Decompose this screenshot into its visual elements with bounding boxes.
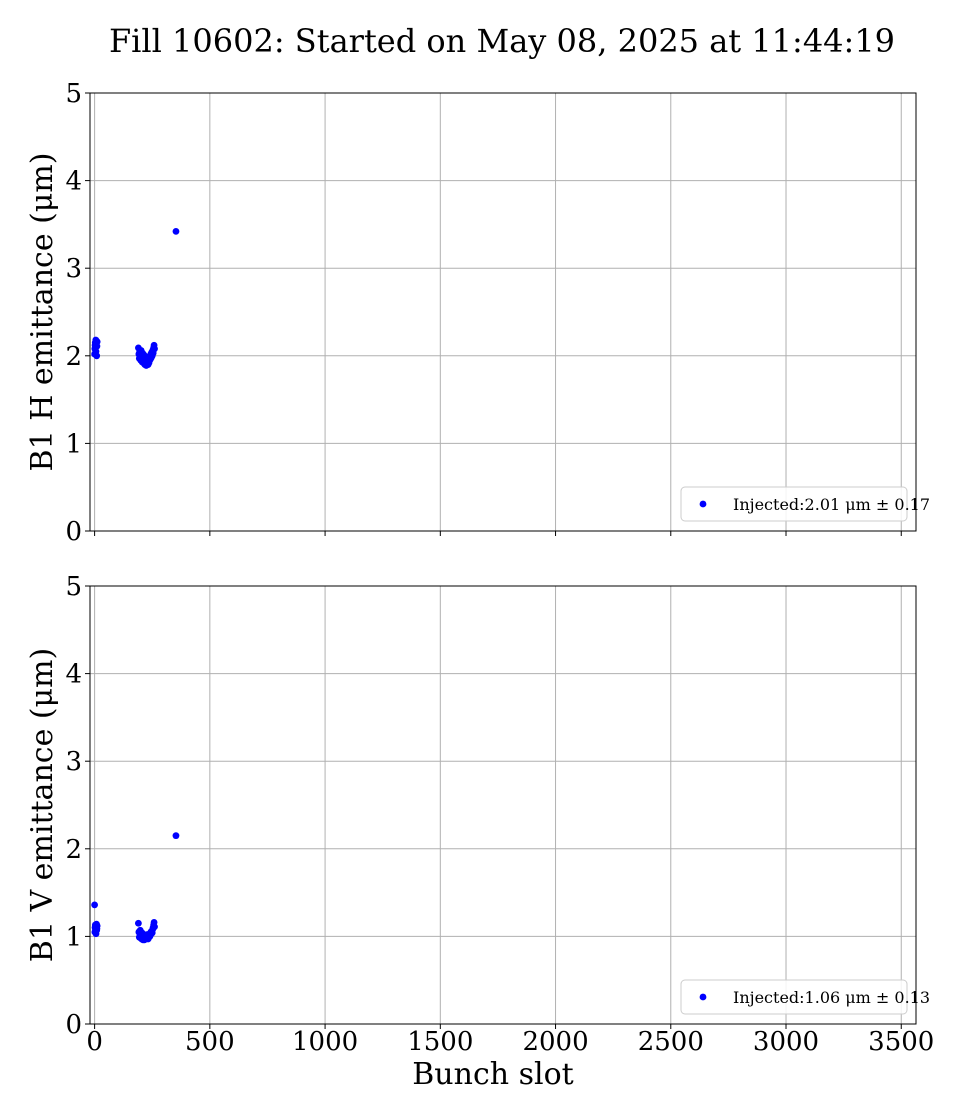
y-tick-label: 5 <box>65 79 82 109</box>
data-point <box>151 345 158 353</box>
legend-label: Injected:1.06 μm ± 0.13 <box>733 988 930 1007</box>
y-tick-label: 2 <box>65 835 82 865</box>
legend-box <box>680 486 908 522</box>
chart-panel-v: 0 500 1000 1500 2000 2500 3000 3500 0 1 2 3 4 5 B1 V e… <box>25 572 934 1092</box>
y-tick-label: 0 <box>65 517 82 547</box>
y-axis-label: B1 H emittance (μm) <box>25 153 60 472</box>
data-point <box>134 919 142 927</box>
data-point <box>91 901 99 909</box>
legend-label: Injected:2.01 μm ± 0.17 <box>733 495 930 514</box>
x-tick-label: 2500 <box>638 1027 704 1057</box>
data-point <box>93 922 101 930</box>
x-tick-label: 1000 <box>292 1027 358 1057</box>
plot-frame <box>89 585 917 1025</box>
y-tick-label: 4 <box>65 167 82 197</box>
y-tick-label: 0 <box>65 1010 82 1040</box>
y-axis-label: B1 V emittance (μm) <box>25 648 60 962</box>
x-tick-label: 1500 <box>407 1027 473 1057</box>
y-tick-label: 4 <box>65 660 82 690</box>
page-title: Fill 10602: Started on May 08, 2025 at 1… <box>108 22 896 60</box>
plot-frame <box>89 92 917 532</box>
y-tick-label: 3 <box>65 254 82 284</box>
data-point <box>172 228 180 235</box>
data-point <box>151 923 158 931</box>
data-point <box>93 352 101 360</box>
legend-box <box>680 979 908 1015</box>
x-tick-label: 0 <box>86 1027 103 1057</box>
x-tick-label: 2000 <box>522 1027 588 1057</box>
legend-marker <box>699 500 707 508</box>
chart-panel-h: 0 1 2 3 4 5 B1 H emittance (μm) Injected:2.01 μ… <box>25 79 930 547</box>
x-tick-label: 500 <box>185 1027 235 1057</box>
x-axis-label: Bunch slot <box>412 1057 573 1092</box>
y-tick-label: 1 <box>65 922 82 952</box>
y-tick-label: 5 <box>65 572 82 602</box>
data-point <box>172 832 180 840</box>
y-tick-label: 1 <box>65 429 82 459</box>
y-tick-label: 2 <box>65 342 82 372</box>
legend-marker <box>699 993 707 1001</box>
x-tick-label: 3500 <box>868 1027 934 1057</box>
y-tick-label: 3 <box>65 747 82 777</box>
data-point <box>93 338 101 346</box>
x-tick-label: 3000 <box>753 1027 819 1057</box>
